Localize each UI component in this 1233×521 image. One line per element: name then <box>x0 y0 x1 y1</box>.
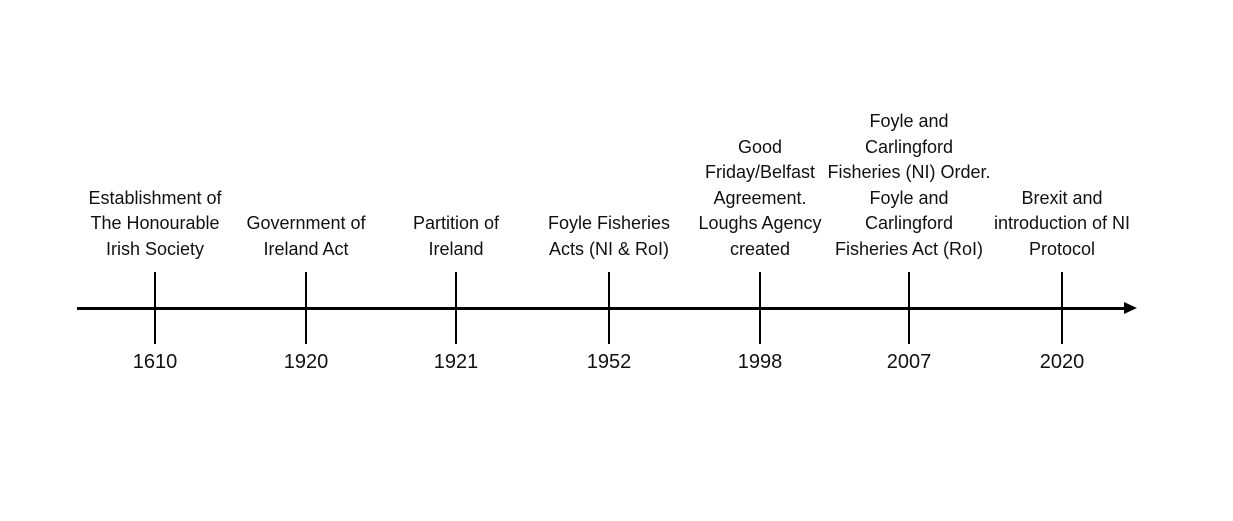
event-label-line: Loughs Agency <box>698 213 822 233</box>
event-label-line: Acts (NI & RoI) <box>548 238 669 259</box>
timeline-arrowhead <box>1124 302 1137 314</box>
event-label-line: Government of <box>246 213 366 233</box>
event-label-line: Fisheries Act (RoI) <box>834 238 984 259</box>
tick-mark-2020 <box>1061 272 1063 344</box>
event-label-line: Brexit and <box>1021 187 1103 208</box>
event-label-2007: Foyle and Carlingford Fisheries (NI) Order… <box>824 109 994 262</box>
event-label-line: Foyle Fisheries <box>547 213 671 233</box>
event-label-line: Protocol <box>1028 238 1096 259</box>
year-label-1610: 1610 <box>132 351 178 373</box>
event-label-line: Foyle and <box>869 111 949 131</box>
event-label-1952: Foyle Fisheries Acts (NI & RoI) <box>524 211 694 262</box>
event-label-line: The Honourable <box>90 213 220 233</box>
event-label-2020: Brexit and introduction of NI Protocol <box>977 186 1147 263</box>
tick-mark-1920 <box>305 272 307 344</box>
tick-mark-1998 <box>759 272 761 344</box>
event-label-line: Ireland <box>428 238 484 259</box>
event-label-line: Establishment of <box>88 187 222 208</box>
event-label-1921: Partition of Ireland <box>371 211 541 262</box>
event-label-line: Agreement. <box>713 187 807 208</box>
year-label-2007: 2007 <box>886 351 932 373</box>
event-label-line: created <box>729 238 791 259</box>
event-label-1920: Government of Ireland Act <box>221 211 391 262</box>
event-label-1998: Good Friday/Belfast Agreement. Loughs Agenc… <box>675 135 845 263</box>
tick-mark-1610 <box>154 272 156 344</box>
event-label-1610: Establishment of The Honourable Irish Soci… <box>70 186 240 263</box>
event-label-line: introduction of NI <box>993 213 1131 233</box>
year-label-1921: 1921 <box>433 351 479 373</box>
year-label-1952: 1952 <box>586 351 632 373</box>
event-label-line: Foyle and <box>869 187 949 208</box>
year-label-1998: 1998 <box>737 351 783 373</box>
tick-mark-1921 <box>455 272 457 344</box>
year-label-1920: 1920 <box>283 351 329 373</box>
event-label-line: Carlingford <box>864 136 954 157</box>
year-label-2020: 2020 <box>1039 351 1085 373</box>
event-label-line: Good <box>737 136 783 157</box>
event-label-line: Partition of <box>412 213 500 233</box>
tick-mark-2007 <box>908 272 910 344</box>
event-label-line: Ireland Act <box>263 238 349 259</box>
timeline-axis <box>77 307 1129 310</box>
event-label-line: Friday/Belfast <box>704 162 816 182</box>
event-label-line: Fisheries (NI) Order. <box>827 162 991 182</box>
event-label-line: Irish Society <box>105 238 205 259</box>
event-label-line: Carlingford <box>864 213 954 233</box>
tick-mark-1952 <box>608 272 610 344</box>
